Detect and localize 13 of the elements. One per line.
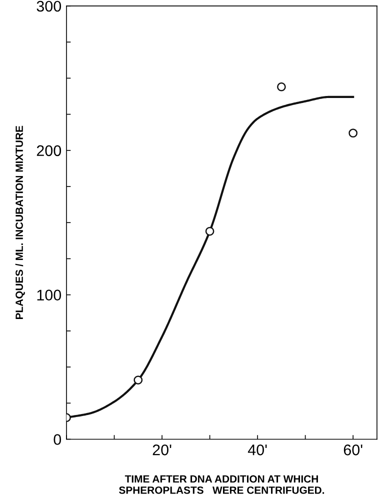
- x-tick-label: 60': [344, 444, 362, 456]
- y-tick-label: 100: [37, 290, 62, 300]
- x-tick-label: 40': [248, 444, 267, 456]
- point: [205, 226, 214, 236]
- x-axis-title: TIME AFTER DNA ADDITION AT WHICH SPHEROPLASTS WERE CENTRIFUGED.: [119, 475, 324, 494]
- y-axis-title: PLAQUES / ML. INCUBATION MIXTURE: [15, 126, 25, 320]
- x-tick-label: 20': [152, 444, 172, 456]
- point: [277, 82, 286, 92]
- y-tick-label: 0: [54, 434, 62, 445]
- point: [134, 376, 143, 384]
- point: [348, 128, 358, 138]
- y-tick-label: 300: [36, 0, 62, 12]
- y-tick-label: 200: [36, 145, 62, 156]
